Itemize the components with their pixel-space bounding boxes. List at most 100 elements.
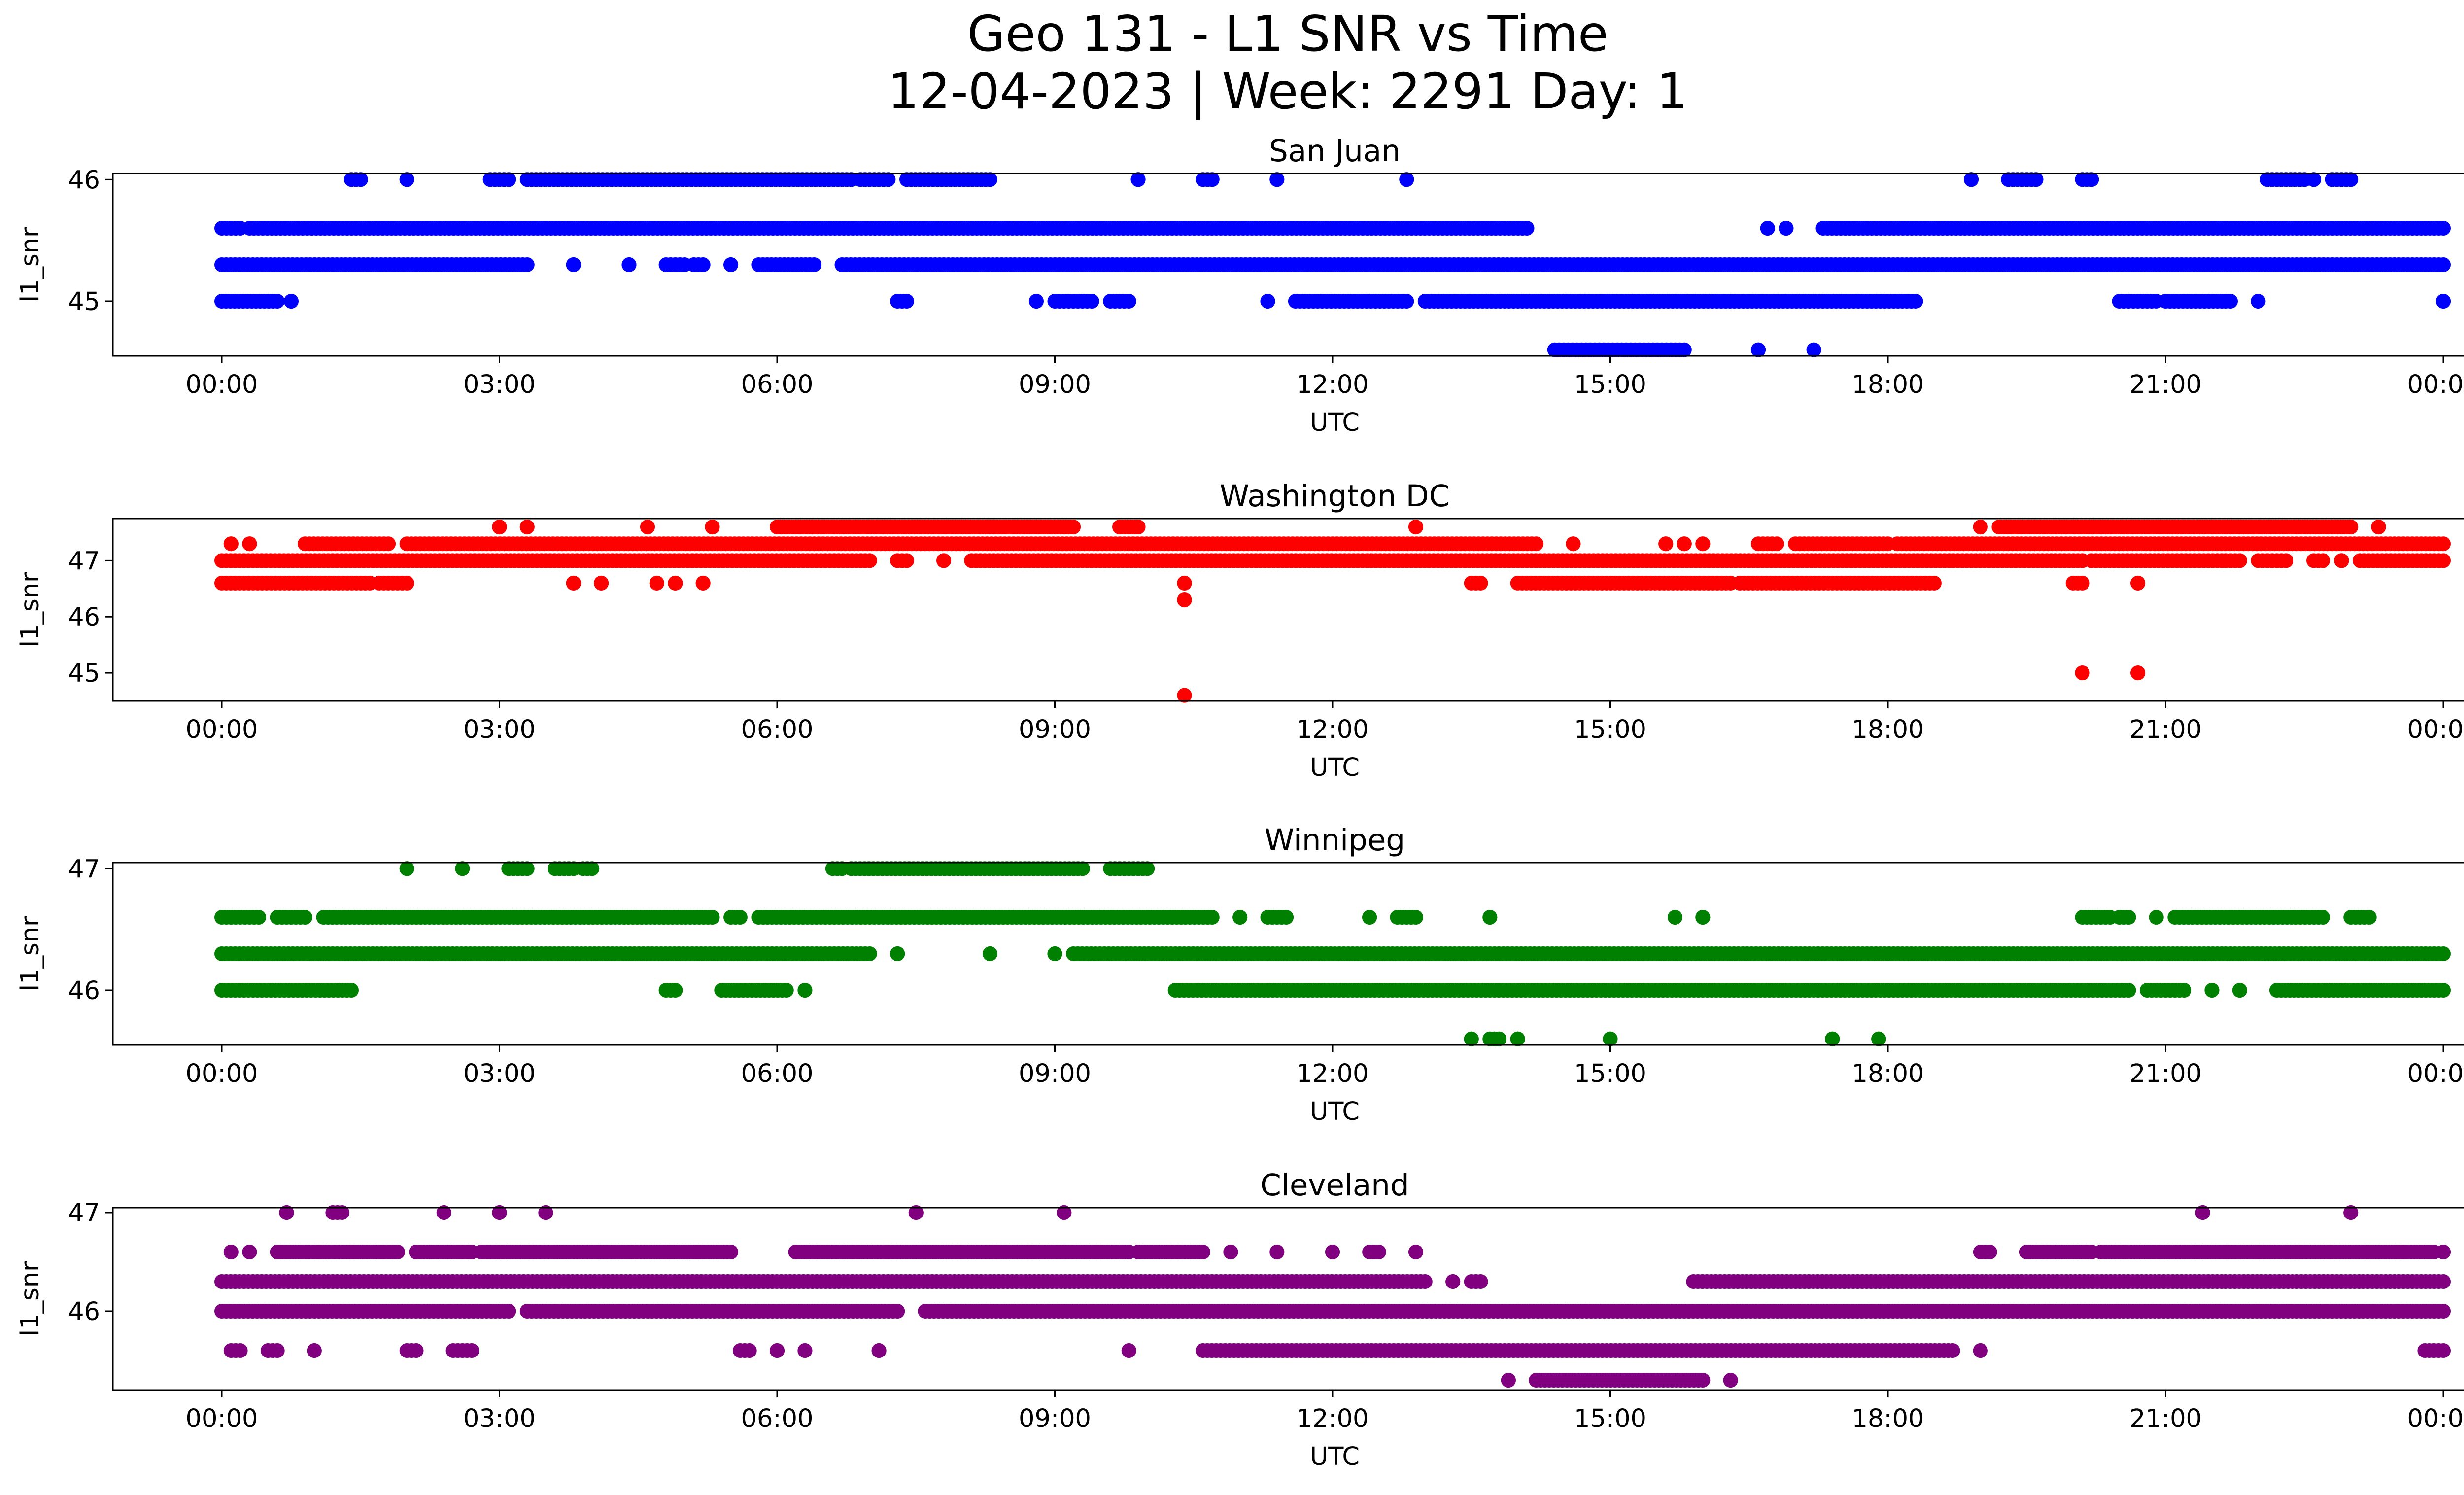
- axes-frame: [112, 862, 2464, 1046]
- axes-frame: [112, 173, 2464, 357]
- y-tick-label: 46: [68, 603, 100, 632]
- data-point: [1130, 520, 1146, 535]
- data-point: [936, 553, 952, 568]
- x-tick-label: 15:00: [1574, 370, 1646, 399]
- panel-title: Washington DC: [1220, 479, 1450, 514]
- data-point: [566, 575, 581, 591]
- data-point: [1658, 536, 1674, 552]
- x-tick-label: 18:00: [1852, 370, 1924, 399]
- data-point: [723, 257, 739, 272]
- x-tick-label: 12:00: [1297, 715, 1369, 744]
- data-points: [214, 861, 2451, 1046]
- data-points: [214, 172, 2451, 357]
- data-point: [501, 1304, 516, 1319]
- data-point: [862, 553, 877, 568]
- x-tick-label: 21:00: [2129, 370, 2202, 399]
- data-point: [1473, 575, 1488, 591]
- data-point: [381, 536, 396, 552]
- data-point: [1973, 520, 1988, 535]
- x-tick-label: 00:00: [186, 370, 258, 399]
- data-point: [1695, 910, 1711, 925]
- data-point: [723, 1245, 739, 1259]
- data-point: [1445, 1274, 1461, 1289]
- data-point: [899, 294, 914, 309]
- data-point: [732, 910, 748, 925]
- data-point: [242, 1245, 257, 1259]
- data-point: [283, 294, 299, 309]
- data-point: [2121, 910, 2136, 925]
- data-point: [1196, 1245, 1210, 1259]
- x-tick-label: 21:00: [2129, 1059, 2202, 1088]
- x-tick-label: 06:00: [741, 1059, 814, 1088]
- data-point: [983, 172, 997, 187]
- x-axis-label: UTC: [1310, 1097, 1360, 1126]
- x-tick-label: 00:00: [2407, 715, 2464, 744]
- data-point: [2436, 536, 2451, 552]
- panel-title: San Juan: [1269, 134, 1401, 169]
- data-point: [1529, 536, 1544, 552]
- data-point: [908, 1205, 924, 1220]
- data-point: [353, 172, 368, 187]
- data-point: [1232, 910, 1248, 925]
- data-point: [455, 861, 470, 876]
- data-point: [594, 575, 609, 591]
- data-point: [242, 536, 257, 552]
- data-point: [2436, 294, 2451, 309]
- data-point: [1677, 342, 1692, 357]
- data-point: [1510, 1031, 1525, 1046]
- data-point: [1140, 861, 1155, 876]
- data-point: [2149, 910, 2164, 925]
- data-points: [214, 1205, 2451, 1388]
- data-point: [1177, 688, 1192, 703]
- data-point: [223, 1245, 239, 1259]
- data-point: [1825, 1031, 1840, 1046]
- data-point: [2334, 553, 2349, 568]
- data-point: [1121, 294, 1136, 309]
- data-point: [2343, 1205, 2359, 1220]
- x-tick-label: 03:00: [463, 370, 536, 399]
- data-point: [705, 910, 720, 925]
- data-point: [2130, 575, 2146, 591]
- x-tick-label: 06:00: [741, 370, 814, 399]
- data-point: [1177, 592, 1192, 608]
- x-tick-label: 09:00: [1019, 1059, 1091, 1088]
- data-point: [2371, 520, 2386, 535]
- data-point: [1566, 536, 1581, 552]
- data-point: [1492, 1031, 1507, 1046]
- x-tick-label: 00:00: [2407, 370, 2464, 399]
- data-point: [298, 910, 312, 925]
- data-point: [1603, 1031, 1618, 1046]
- y-tick-label: 45: [68, 287, 100, 316]
- y-tick-label: 46: [68, 166, 100, 195]
- data-point: [344, 983, 359, 998]
- y-tick-label: 45: [68, 659, 100, 688]
- data-point: [2130, 665, 2146, 681]
- data-point: [1519, 221, 1535, 236]
- data-point: [881, 172, 896, 187]
- x-tick-label: 15:00: [1574, 715, 1646, 744]
- data-point: [1057, 1205, 1072, 1220]
- data-point: [2232, 983, 2247, 998]
- data-point: [2436, 257, 2451, 272]
- data-points: [214, 520, 2451, 703]
- data-point: [492, 1205, 507, 1220]
- data-point: [2195, 1205, 2210, 1220]
- data-point: [2436, 553, 2451, 568]
- data-point: [1130, 172, 1146, 187]
- data-point: [797, 983, 813, 998]
- x-axis-label: UTC: [1310, 753, 1360, 782]
- data-point: [1399, 294, 1414, 309]
- data-point: [668, 575, 683, 591]
- data-point: [2436, 983, 2451, 998]
- data-point: [2084, 172, 2099, 187]
- data-point: [1417, 1274, 1433, 1289]
- x-tick-label: 18:00: [1852, 1059, 1924, 1088]
- data-point: [519, 520, 535, 535]
- data-point: [2306, 172, 2321, 187]
- data-point: [1482, 910, 1498, 925]
- figure-title-line1: Geo 131 - L1 SNR vs Time: [967, 5, 1608, 63]
